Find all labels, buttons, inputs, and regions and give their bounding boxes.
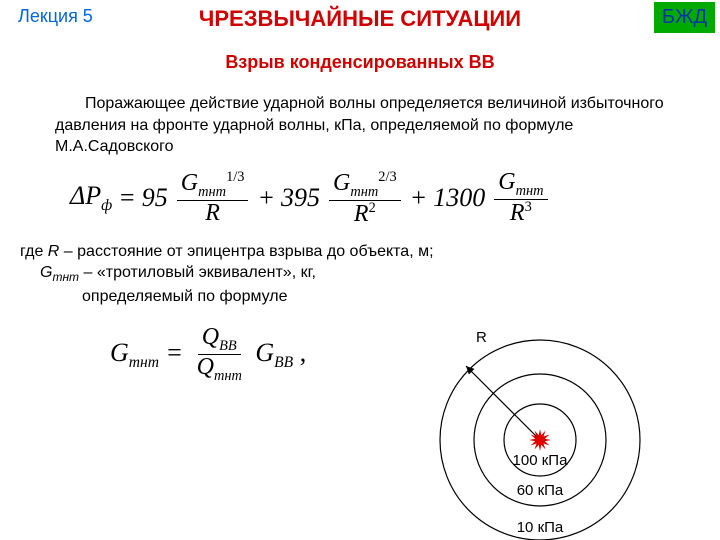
coef-2: 395 xyxy=(281,183,320,213)
where-pre: где xyxy=(20,243,48,260)
blast-diagram: R 100 кПа 60 кПа 10 кПа xyxy=(380,320,700,540)
plus-1: + xyxy=(257,183,275,213)
formula-lhs-sub: ф xyxy=(101,197,112,214)
where-G: G xyxy=(40,264,52,281)
where-line3: определяемый по формуле xyxy=(20,286,700,308)
where-G-post: – «тротиловый эквивалент», кг, xyxy=(79,264,316,281)
frac-2: Gтнт2/3 R2 xyxy=(329,170,401,227)
where-G-sub: тнт xyxy=(52,271,79,285)
formula-lhs: ΔP xyxy=(70,181,101,210)
svg-text:10 кПа: 10 кПа xyxy=(517,519,564,536)
subtitle: Взрыв конденсированных ВВ xyxy=(0,52,720,73)
svg-text:60 кПа: 60 кПа xyxy=(517,482,564,499)
frac-q: QВВ Qтнт xyxy=(193,325,246,384)
formula-sadovsky: ΔPф = 95 Gтнт1/3 R + 395 Gтнт2/3 R2 + 13… xyxy=(70,170,720,227)
course-badge: БЖД xyxy=(654,2,715,33)
coef-1: 95 xyxy=(142,183,168,213)
where-R: R xyxy=(48,243,60,260)
equals: = xyxy=(118,183,136,213)
frac-1: Gтнт1/3 R xyxy=(177,170,249,226)
svg-text:R: R xyxy=(476,329,487,346)
coef-3: 1300 xyxy=(433,183,485,213)
svg-text:100 кПа: 100 кПа xyxy=(513,452,569,469)
plus-2: + xyxy=(410,183,428,213)
page-title: ЧРЕЗВЫЧАЙНЫЕ СИТУАЦИИ xyxy=(0,6,720,32)
paragraph-intro: Поражающее действие ударной волны опреде… xyxy=(55,93,670,158)
paragraph-where: где R – расстояние от эпицентра взрыва д… xyxy=(20,241,700,308)
where-R-post: – расстояние от эпицентра взрыва до объе… xyxy=(59,243,433,260)
frac-3: Gтнт R3 xyxy=(494,170,547,226)
